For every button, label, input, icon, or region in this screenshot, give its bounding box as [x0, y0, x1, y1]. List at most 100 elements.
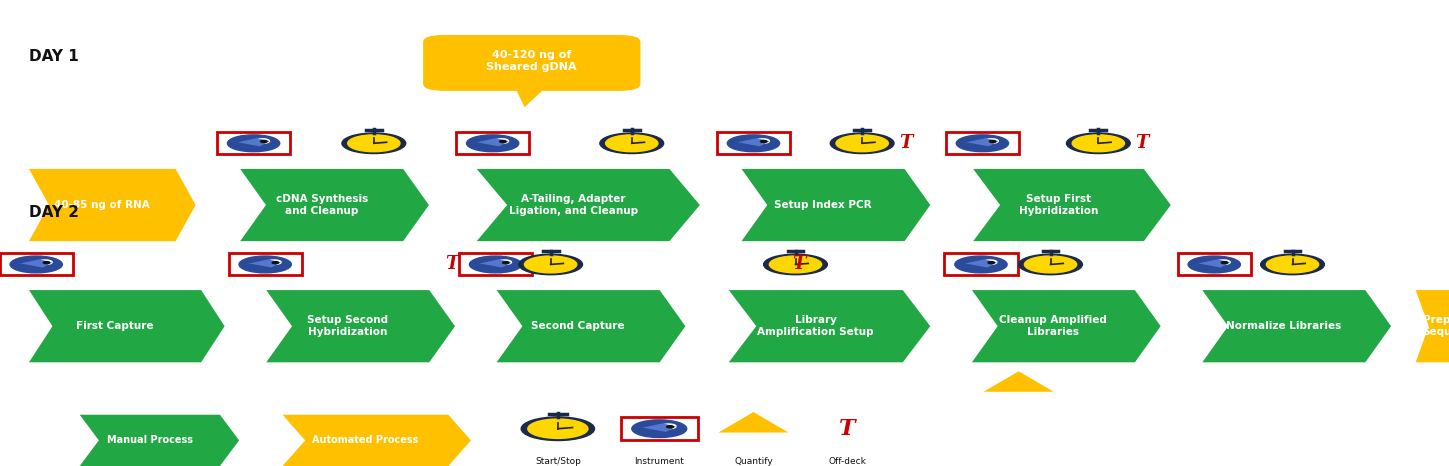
- Circle shape: [1266, 256, 1319, 273]
- Text: T: T: [791, 255, 806, 274]
- Text: Second Capture: Second Capture: [532, 321, 625, 331]
- Polygon shape: [1416, 290, 1449, 363]
- Polygon shape: [29, 290, 225, 363]
- Text: DAY 2: DAY 2: [29, 205, 80, 219]
- Circle shape: [600, 133, 664, 153]
- Text: A-Tailing, Adapter
Ligation, and Cleanup: A-Tailing, Adapter Ligation, and Cleanup: [509, 194, 638, 216]
- Circle shape: [955, 256, 1007, 273]
- Polygon shape: [742, 169, 930, 241]
- Circle shape: [1024, 256, 1077, 273]
- Polygon shape: [480, 259, 511, 267]
- Text: Manual Process: Manual Process: [107, 435, 193, 445]
- Text: Off-deck
thermocycling: Off-deck thermocycling: [816, 457, 880, 466]
- Circle shape: [503, 261, 509, 264]
- Circle shape: [755, 139, 769, 144]
- Text: Automated Process: Automated Process: [312, 435, 419, 445]
- Circle shape: [764, 254, 827, 275]
- Polygon shape: [80, 415, 239, 466]
- Circle shape: [984, 139, 998, 144]
- Text: Start/Stop
Point: Start/Stop Point: [535, 457, 581, 466]
- Circle shape: [830, 133, 894, 153]
- Polygon shape: [1203, 290, 1391, 363]
- Circle shape: [267, 260, 281, 264]
- Circle shape: [467, 135, 519, 152]
- Polygon shape: [513, 83, 551, 107]
- Text: Library
Amplification Setup: Library Amplification Setup: [758, 315, 874, 337]
- Circle shape: [261, 140, 267, 143]
- Bar: [217, 132, 290, 154]
- Circle shape: [527, 419, 588, 439]
- FancyBboxPatch shape: [423, 35, 640, 91]
- Circle shape: [342, 133, 406, 153]
- Text: T: T: [1135, 134, 1149, 152]
- Text: Setup First
Hybridization: Setup First Hybridization: [1019, 194, 1098, 216]
- Circle shape: [255, 139, 270, 144]
- Circle shape: [1072, 135, 1124, 152]
- Bar: [945, 254, 1017, 275]
- Polygon shape: [974, 169, 1171, 241]
- Text: cDNA Synthesis
and Cleanup: cDNA Synthesis and Cleanup: [275, 194, 368, 216]
- Circle shape: [988, 261, 994, 264]
- Circle shape: [956, 135, 1009, 152]
- Text: Instrument
Setup: Instrument Setup: [635, 457, 684, 466]
- Polygon shape: [20, 259, 52, 267]
- Circle shape: [990, 140, 995, 143]
- Bar: [229, 254, 301, 275]
- Circle shape: [494, 139, 509, 144]
- Circle shape: [727, 135, 780, 152]
- Circle shape: [982, 260, 997, 264]
- Text: T: T: [839, 418, 856, 440]
- Polygon shape: [29, 169, 196, 241]
- Text: 40-85 ng of RNA: 40-85 ng of RNA: [55, 200, 151, 210]
- Bar: [620, 417, 698, 440]
- Circle shape: [606, 135, 658, 152]
- Polygon shape: [249, 259, 281, 267]
- Circle shape: [10, 256, 62, 273]
- Polygon shape: [966, 138, 998, 146]
- Circle shape: [227, 135, 280, 152]
- Polygon shape: [972, 290, 1161, 363]
- Polygon shape: [719, 412, 788, 432]
- Bar: [717, 132, 790, 154]
- Polygon shape: [283, 415, 471, 466]
- Polygon shape: [729, 290, 930, 363]
- Circle shape: [1222, 261, 1227, 264]
- Circle shape: [519, 254, 582, 275]
- Circle shape: [761, 140, 767, 143]
- Circle shape: [1019, 254, 1082, 275]
- Circle shape: [497, 260, 511, 264]
- Bar: [1178, 254, 1250, 275]
- Circle shape: [500, 140, 506, 143]
- Circle shape: [769, 256, 822, 273]
- Polygon shape: [1198, 259, 1230, 267]
- Text: T: T: [898, 134, 913, 152]
- Text: Normalize Libraries: Normalize Libraries: [1226, 321, 1342, 331]
- Bar: [459, 254, 532, 275]
- Polygon shape: [241, 169, 429, 241]
- Circle shape: [632, 420, 687, 438]
- Polygon shape: [984, 371, 1053, 392]
- Polygon shape: [267, 290, 455, 363]
- Text: 40-120 ng of
Sheared gDNA: 40-120 ng of Sheared gDNA: [487, 50, 577, 72]
- Circle shape: [38, 260, 52, 264]
- Circle shape: [667, 426, 674, 428]
- Circle shape: [272, 261, 278, 264]
- Circle shape: [469, 256, 522, 273]
- Circle shape: [1188, 256, 1240, 273]
- Circle shape: [1216, 260, 1230, 264]
- Circle shape: [525, 256, 577, 273]
- Polygon shape: [738, 138, 769, 146]
- Circle shape: [661, 424, 677, 429]
- Text: DAY 1: DAY 1: [29, 48, 78, 63]
- Text: Prepare for
Sequencing: Prepare for Sequencing: [1423, 315, 1449, 337]
- Circle shape: [1261, 254, 1324, 275]
- Text: Cleanup Amplified
Libraries: Cleanup Amplified Libraries: [1000, 315, 1107, 337]
- Circle shape: [239, 256, 291, 273]
- Circle shape: [1066, 133, 1130, 153]
- Text: Setup Second
Hybridization: Setup Second Hybridization: [307, 315, 388, 337]
- Polygon shape: [477, 138, 509, 146]
- Text: First Capture: First Capture: [77, 321, 154, 331]
- Text: Setup Index PCR: Setup Index PCR: [774, 200, 872, 210]
- Bar: [0, 254, 72, 275]
- Text: Quantify
Libraries: Quantify Libraries: [733, 457, 774, 466]
